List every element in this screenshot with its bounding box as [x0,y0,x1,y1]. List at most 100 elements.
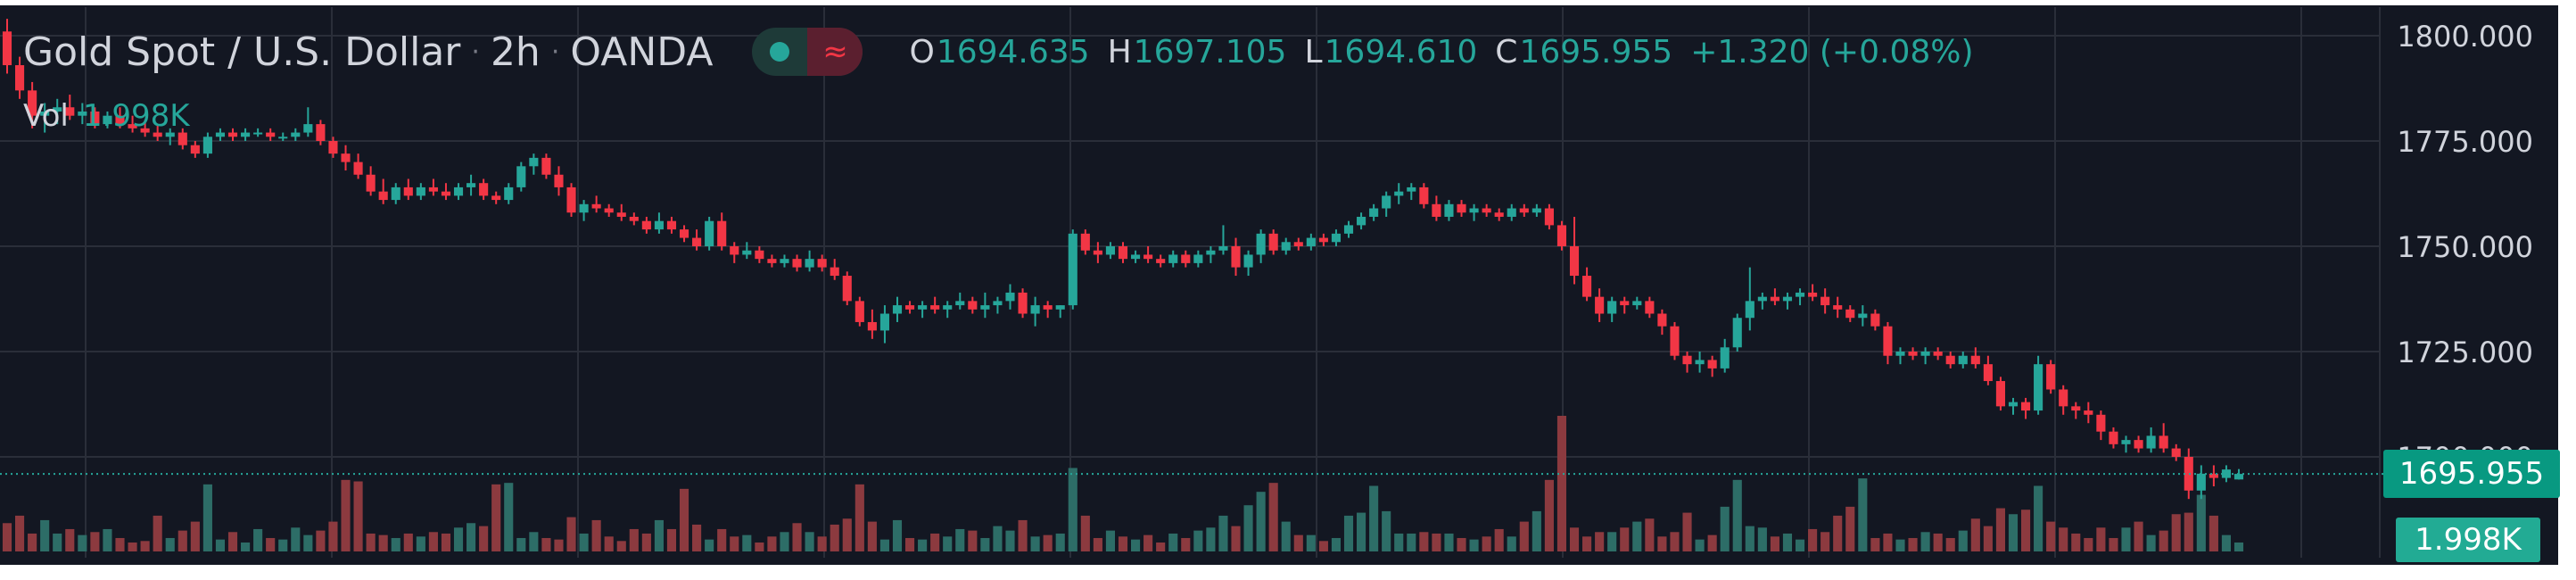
volume-bar [14,515,25,551]
volume-bar [2159,530,2168,551]
candle [14,56,25,99]
candle-body [1970,355,1980,365]
candle [2020,397,2031,419]
high-label: H [1107,33,1132,70]
candle-body [1018,292,1028,314]
candle-body [1582,276,1592,297]
candle-body [830,267,839,277]
candle [980,292,990,319]
candle [291,128,301,141]
candle-body [805,259,814,268]
candle [1507,203,1516,221]
symbol-name[interactable]: Gold Spot / U.S. Dollar [23,29,461,75]
volume-bar [1068,468,1077,551]
exchange-label[interactable]: OANDA [570,29,714,75]
volume-bar [1093,537,1102,551]
candle-body [955,301,965,306]
candle [241,128,251,141]
candle-body [1281,242,1291,251]
volume-bar [579,533,589,551]
volume-bar [1018,519,1028,551]
volume-bar [328,521,338,551]
candle [666,216,677,234]
candle-body [28,90,37,116]
candle-body [328,141,338,154]
ohlc-values: O 1694.635 H 1697.105 L 1694.610 C 1695.… [909,34,1973,70]
candle-body [1382,195,1391,209]
candle [1193,250,1203,268]
candle [1469,203,1479,221]
candle [529,153,539,175]
candle-body [904,305,915,310]
volume-bar [1720,506,1730,551]
candle-body [1005,292,1015,302]
volume-bar [817,536,827,551]
candle-body [353,162,363,175]
candle [453,183,464,201]
candle [428,178,438,196]
candle [1732,313,1742,352]
candle-body [780,259,789,263]
candle-body [1469,208,1479,213]
candle [566,183,576,217]
candle [717,212,727,251]
volume-bar [1181,537,1191,551]
volume-bar [2071,533,2081,551]
volume-bar [1821,532,1830,551]
candle [190,141,200,158]
candle-body [541,157,551,175]
open-label: O [909,33,935,70]
legend-title-row: Gold Spot / U.S. Dollar · 2h · OANDA ≈ O… [23,25,1974,79]
market-status-toggle[interactable]: ≈ [752,28,863,76]
candle [767,254,777,268]
candle [1895,347,1905,365]
candle-body [1231,246,1241,268]
interval-label[interactable]: 2h [490,29,541,75]
candle-body [1068,233,1077,306]
candle [554,166,564,196]
candle-body [1394,191,1404,196]
candle [278,132,288,141]
volume-bar [842,518,852,551]
volume-bar [153,515,162,551]
candle-body [2121,440,2131,444]
volume-bar [516,537,526,551]
candle-body [115,115,125,125]
volume-bar [1268,483,1278,551]
volume-bar [1156,542,1166,551]
volume-bar [1632,521,1642,551]
candle-body [278,137,288,139]
volume-bar [792,523,802,551]
candle-body [1507,208,1516,217]
volume-bar [1306,534,1316,551]
candle-body [1419,186,1429,204]
candlesticks [2,19,2244,500]
volume-bar [2134,521,2143,551]
volume-bar [491,484,501,551]
candle [1118,242,1128,263]
volume-bar [2109,537,2118,551]
volume-bar [479,526,489,551]
volume-bar [1595,532,1605,551]
market-open-dot-icon[interactable] [752,28,807,76]
volume-bar [53,533,62,551]
candle-body [316,124,326,141]
candle [955,292,965,310]
candle-body [1343,225,1354,234]
volume-bar [955,528,965,551]
chart-background [0,5,2558,565]
candle-body [202,137,212,154]
candle [1218,225,1228,255]
volume-bar [730,536,739,551]
candle-body [1808,292,1818,297]
volume-bar [1343,515,1354,551]
wave-icon[interactable]: ≈ [807,28,863,76]
low-label: L [1304,33,1323,70]
candle [1945,352,1955,369]
volume-bar [128,542,137,551]
candle [416,183,425,201]
volume-bar [441,533,451,551]
volume-label[interactable]: Vol [23,98,69,134]
volume-bar [316,530,326,551]
